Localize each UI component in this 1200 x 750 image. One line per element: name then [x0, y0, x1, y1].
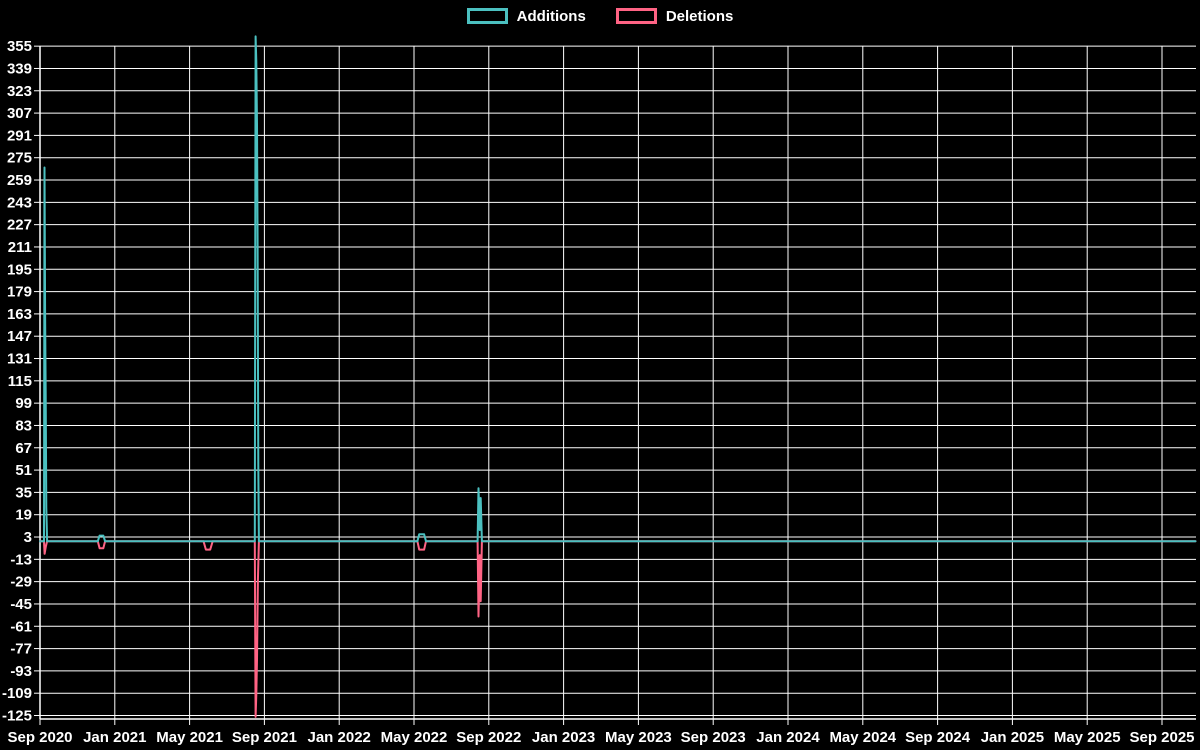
x-tick-label: Sep 2020 — [7, 729, 72, 746]
y-tick-label: 307 — [7, 105, 32, 122]
x-tick-label: Jan 2025 — [981, 729, 1044, 746]
y-tick-label: 355 — [7, 38, 32, 55]
y-tick-label: 99 — [15, 395, 32, 412]
y-tick-label: 67 — [15, 440, 32, 457]
legend-label: Additions — [516, 7, 586, 25]
y-tick-label: 131 — [7, 351, 32, 368]
y-tick-label: -109 — [2, 685, 32, 702]
y-tick-label: 259 — [7, 172, 32, 189]
y-tick-label: 83 — [15, 417, 32, 434]
chart-legend: Additions Deletions — [0, 8, 1200, 24]
y-tick-label: 179 — [7, 284, 32, 301]
x-tick-label: May 2021 — [156, 729, 223, 746]
x-tick-label: Sep 2024 — [905, 729, 971, 746]
deletions-swatch-icon — [615, 8, 657, 24]
x-tick-label: Jan 2022 — [308, 729, 371, 746]
x-tick-label: May 2022 — [381, 729, 448, 746]
x-tick-label: Sep 2021 — [232, 729, 297, 746]
y-tick-label: 115 — [8, 373, 32, 390]
x-tick-label: Sep 2025 — [1129, 729, 1194, 746]
y-tick-label: -61 — [10, 618, 32, 635]
y-tick-label: 291 — [7, 127, 32, 144]
y-tick-label: 211 — [8, 239, 32, 256]
additions-line — [39, 35, 1197, 543]
legend-item-additions[interactable]: Additions — [466, 7, 586, 25]
legend-item-deletions[interactable]: Deletions — [615, 7, 734, 25]
y-tick-label: -125 — [2, 708, 32, 725]
x-tick-label: Jan 2024 — [756, 729, 820, 746]
x-tick-label: Sep 2022 — [456, 729, 521, 746]
y-tick-label: 35 — [15, 484, 32, 501]
y-tick-label: 195 — [7, 261, 32, 278]
y-tick-label: 243 — [7, 194, 32, 211]
deletions-line — [39, 540, 1197, 718]
x-tick-label: Jan 2023 — [532, 729, 595, 746]
y-tick-label: 163 — [7, 306, 32, 323]
y-tick-label: 3 — [24, 529, 32, 546]
y-tick-label: -29 — [10, 574, 32, 591]
y-tick-label: -93 — [10, 663, 32, 680]
y-tick-label: -45 — [10, 596, 32, 613]
x-tick-label: Sep 2023 — [681, 729, 746, 746]
x-tick-label: Jan 2021 — [83, 729, 146, 746]
y-tick-label: -13 — [10, 551, 32, 568]
y-tick-label: 275 — [7, 150, 32, 167]
y-tick-label: -77 — [10, 641, 32, 658]
additions-swatch-icon — [466, 8, 508, 24]
x-tick-label: May 2024 — [829, 729, 896, 746]
x-tick-label: May 2023 — [605, 729, 672, 746]
y-tick-label: 339 — [7, 60, 32, 77]
y-tick-label: 147 — [7, 328, 32, 345]
y-tick-label: 19 — [15, 507, 32, 524]
y-tick-label: 51 — [15, 462, 32, 479]
x-tick-label: May 2025 — [1054, 729, 1121, 746]
y-tick-label: 227 — [7, 217, 32, 234]
legend-label: Deletions — [665, 7, 734, 25]
y-tick-label: 323 — [7, 83, 32, 100]
